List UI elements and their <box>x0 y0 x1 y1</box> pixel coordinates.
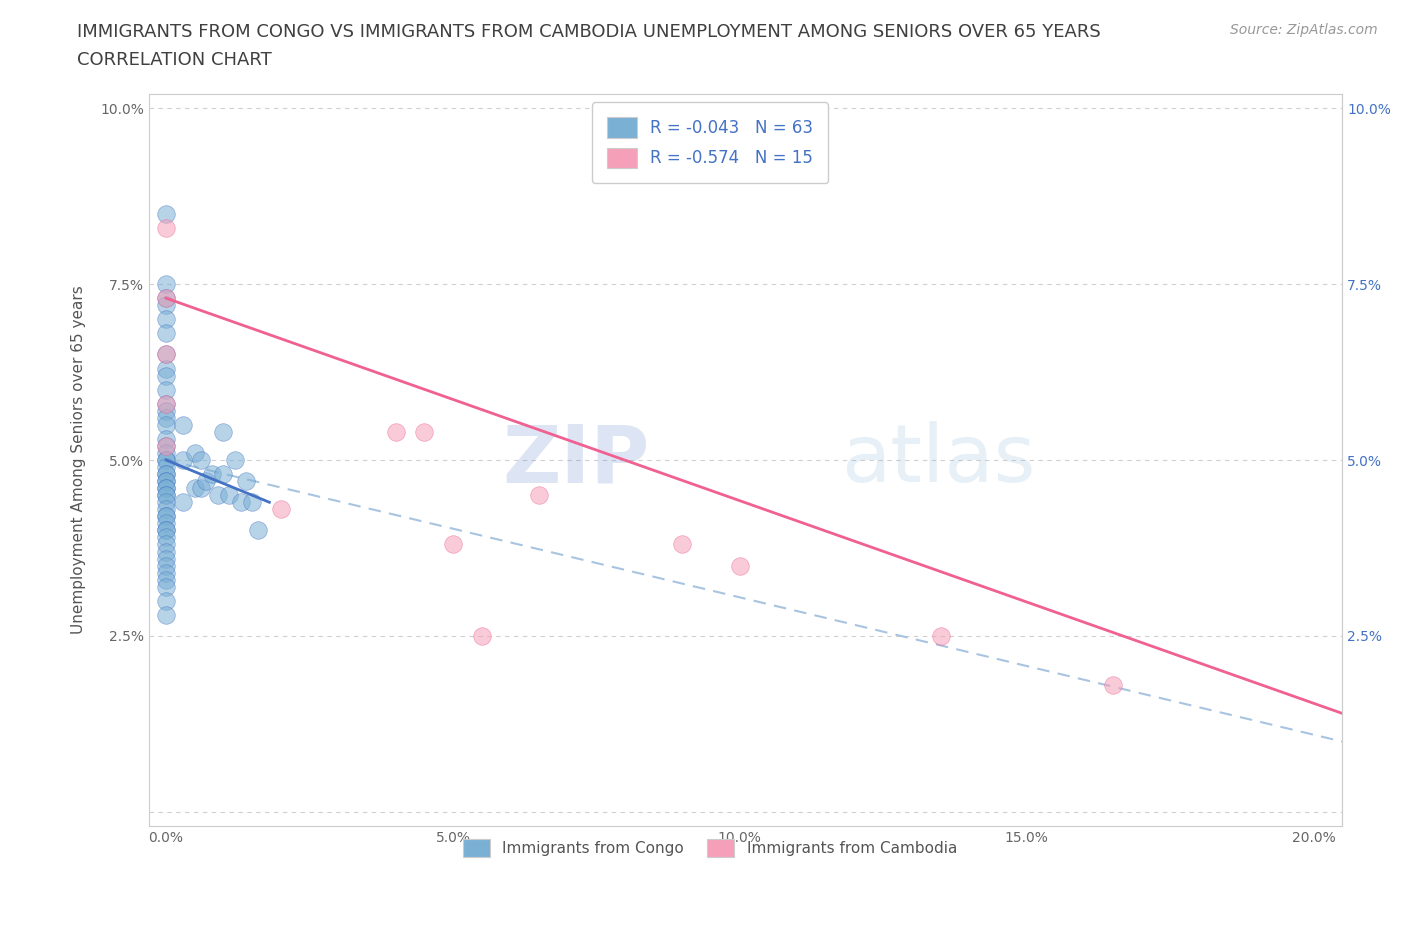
Point <box>240 495 263 510</box>
Point <box>155 487 177 502</box>
Point <box>155 291 177 306</box>
Point <box>155 551 177 566</box>
Point <box>1101 678 1123 693</box>
Point <box>471 629 494 644</box>
Point <box>190 453 212 468</box>
Text: ZIP: ZIP <box>503 421 650 499</box>
Point <box>155 326 177 340</box>
Point <box>155 418 177 432</box>
Point <box>229 495 252 510</box>
Point <box>671 537 693 551</box>
Point <box>218 487 240 502</box>
Point <box>155 537 177 551</box>
Point <box>155 523 177 538</box>
Point <box>155 382 177 397</box>
Point <box>384 424 406 439</box>
Point <box>246 523 269 538</box>
Point <box>155 502 177 517</box>
Point <box>155 312 177 326</box>
Point <box>201 467 224 482</box>
Point <box>155 467 177 482</box>
Point <box>155 509 177 524</box>
Point <box>155 481 177 496</box>
Point <box>155 404 177 418</box>
Point <box>155 347 177 362</box>
Point <box>207 487 229 502</box>
Point <box>212 467 235 482</box>
Point <box>155 572 177 587</box>
Legend: Immigrants from Congo, Immigrants from Cambodia: Immigrants from Congo, Immigrants from C… <box>450 827 969 870</box>
Point <box>155 516 177 531</box>
Point <box>172 453 194 468</box>
Text: CORRELATION CHART: CORRELATION CHART <box>77 51 273 69</box>
Point <box>155 298 177 312</box>
Text: IMMIGRANTS FROM CONGO VS IMMIGRANTS FROM CAMBODIA UNEMPLOYMENT AMONG SENIORS OVE: IMMIGRANTS FROM CONGO VS IMMIGRANTS FROM… <box>77 23 1101 41</box>
Point <box>155 473 177 488</box>
Point <box>155 220 177 235</box>
Point <box>195 473 218 488</box>
Point <box>155 206 177 221</box>
Point <box>155 410 177 425</box>
Point <box>270 502 292 517</box>
Point <box>155 495 177 510</box>
Point <box>235 473 257 488</box>
Point <box>155 453 177 468</box>
Point <box>527 487 550 502</box>
Point <box>155 530 177 545</box>
Point <box>929 629 952 644</box>
Point <box>155 439 177 454</box>
Point <box>155 523 177 538</box>
Point <box>155 396 177 411</box>
Point <box>155 579 177 594</box>
Point <box>224 453 246 468</box>
Point <box>155 565 177 580</box>
Point <box>155 509 177 524</box>
Point <box>155 607 177 622</box>
Text: atlas: atlas <box>841 421 1035 499</box>
Point <box>155 276 177 291</box>
Y-axis label: Unemployment Among Seniors over 65 years: Unemployment Among Seniors over 65 years <box>72 286 86 634</box>
Point <box>184 481 207 496</box>
Point <box>212 424 235 439</box>
Point <box>155 544 177 559</box>
Point <box>155 347 177 362</box>
Point <box>172 495 194 510</box>
Point <box>155 453 177 468</box>
Point <box>413 424 436 439</box>
Point <box>155 467 177 482</box>
Point <box>172 418 194 432</box>
Point <box>155 459 177 474</box>
Point <box>155 361 177 376</box>
Point <box>441 537 464 551</box>
Point <box>155 396 177 411</box>
Point <box>155 291 177 306</box>
Point <box>155 558 177 573</box>
Point <box>190 481 212 496</box>
Point <box>155 432 177 446</box>
Point <box>155 487 177 502</box>
Point <box>155 473 177 488</box>
Point <box>155 439 177 454</box>
Point <box>155 481 177 496</box>
Point <box>155 593 177 608</box>
Point <box>184 445 207 460</box>
Point <box>155 368 177 383</box>
Text: Source: ZipAtlas.com: Source: ZipAtlas.com <box>1230 23 1378 37</box>
Point <box>728 558 751 573</box>
Point <box>155 445 177 460</box>
